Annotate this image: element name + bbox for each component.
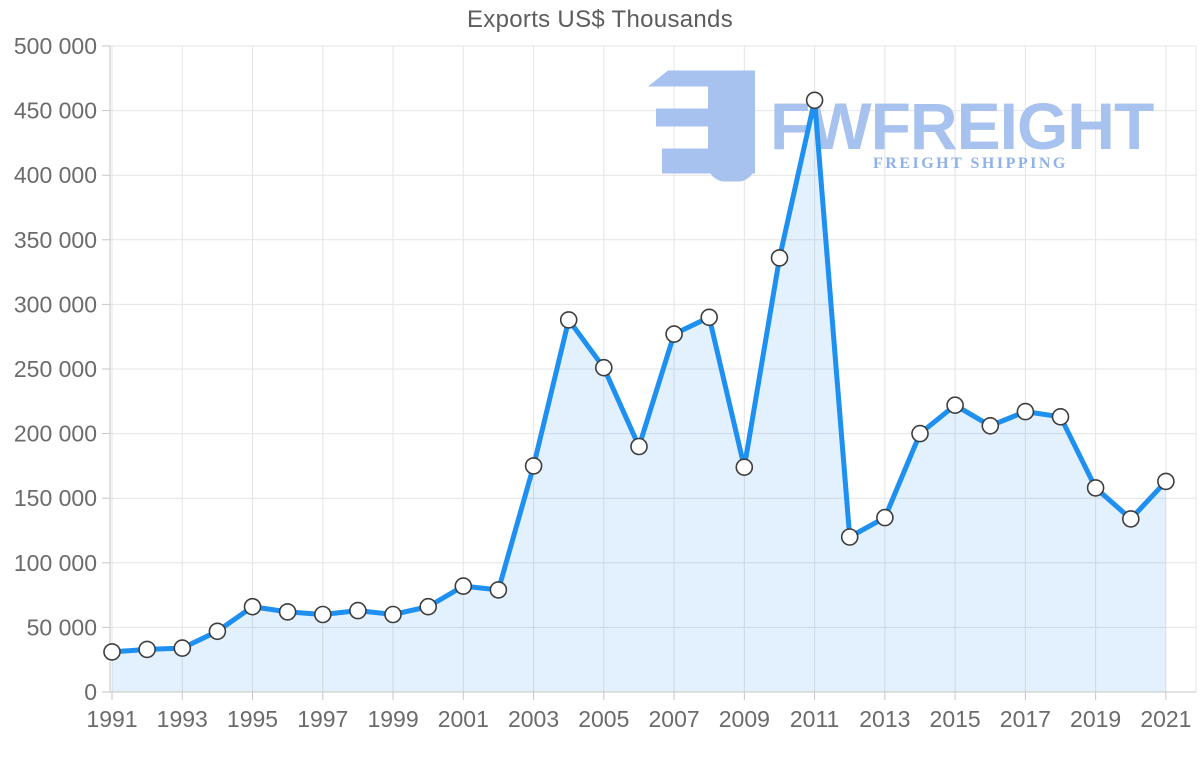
data-point-2001[interactable] [454, 577, 473, 595]
fwfreight-logo-icon [648, 70, 755, 182]
chart-title: Exports US$ Thousands [467, 6, 733, 33]
data-point-2004[interactable] [559, 311, 578, 329]
data-point-1998[interactable] [349, 601, 367, 620]
x-tick-label: 2021 [1140, 706, 1191, 732]
y-tick-label: 150 000 [14, 485, 97, 511]
watermark-brand-text: FWFREIGHT [770, 89, 1154, 163]
x-tick-label: 2013 [859, 706, 910, 732]
x-tick-label: 2019 [1070, 706, 1121, 732]
y-tick-label: 0 [84, 679, 97, 705]
x-tick-label: 2009 [719, 706, 770, 732]
x-tick-label: 1991 [86, 706, 137, 732]
data-point-2016[interactable] [981, 416, 1000, 435]
x-tick-label: 1999 [367, 706, 418, 732]
x-tick-label: 2015 [930, 706, 981, 732]
x-tick-label: 1993 [157, 706, 208, 732]
data-point-1997[interactable] [313, 605, 332, 624]
x-tick-label: 1995 [227, 706, 278, 732]
data-point-2021[interactable] [1157, 472, 1175, 491]
data-point-2015[interactable] [946, 396, 964, 415]
data-point-2007[interactable] [665, 325, 683, 343]
x-tick-label: 2007 [648, 706, 699, 732]
y-tick-label: 50 000 [27, 614, 97, 640]
y-tick-label: 400 000 [14, 162, 97, 188]
watermark-tagline-text: FREIGHT SHIPPING [873, 155, 1068, 172]
y-tick-label: 500 000 [14, 33, 97, 59]
x-tick-label: 1997 [297, 706, 348, 732]
data-point-1995[interactable] [243, 597, 262, 616]
exports-line [109, 97, 1169, 655]
y-tick-label: 200 000 [14, 421, 97, 447]
data-point-2019[interactable] [1086, 479, 1105, 497]
data-point-2000[interactable] [419, 597, 438, 616]
data-point-1999[interactable] [384, 605, 402, 624]
data-point-1992[interactable] [138, 640, 156, 659]
data-point-2020[interactable] [1122, 510, 1140, 528]
x-tick-label: 2011 [790, 706, 839, 732]
x-tick-label: 2001 [438, 706, 489, 732]
y-tick-label: 250 000 [14, 356, 97, 382]
data-point-1994[interactable] [208, 622, 227, 641]
data-point-2008[interactable] [700, 308, 719, 327]
y-tick-label: 300 000 [14, 291, 97, 317]
data-point-2017[interactable] [1016, 402, 1035, 421]
x-tick-label: 2017 [1000, 706, 1051, 732]
area-fill [112, 100, 1166, 693]
data-point-2018[interactable] [1051, 407, 1070, 426]
data-point-2011[interactable] [805, 91, 824, 110]
x-tick-label: 2003 [508, 706, 559, 732]
y-tick-label: 350 000 [14, 227, 97, 253]
data-point-2014[interactable] [911, 424, 929, 443]
data-point-2005[interactable] [594, 358, 613, 377]
data-point-2012[interactable] [840, 528, 859, 546]
data-point-2010[interactable] [770, 249, 789, 267]
y-tick-label: 450 000 [14, 98, 97, 124]
data-point-2013[interactable] [876, 508, 894, 527]
data-point-1991[interactable] [103, 643, 121, 661]
data-point-1993[interactable] [173, 639, 192, 657]
data-point-1996[interactable] [278, 603, 297, 621]
data-point-2006[interactable] [630, 437, 648, 456]
data-point-2009[interactable] [735, 458, 754, 477]
data-point-2003[interactable] [524, 457, 543, 475]
x-tick-label: 2005 [578, 706, 629, 732]
y-tick-label: 100 000 [14, 550, 97, 576]
data-point-2002[interactable] [489, 581, 508, 599]
